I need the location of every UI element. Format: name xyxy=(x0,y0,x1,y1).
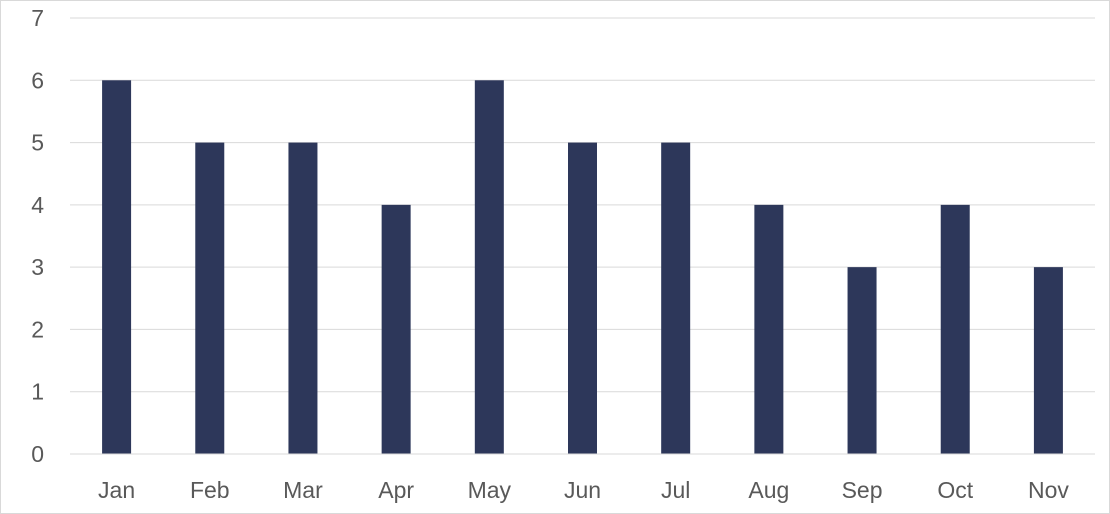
x-tick-label-jan: Jan xyxy=(98,477,135,503)
bar-apr xyxy=(381,204,411,454)
y-tick-label: 5 xyxy=(31,130,44,156)
bar-nov xyxy=(1033,267,1063,454)
bars xyxy=(102,80,1063,455)
x-tick-label-jun: Jun xyxy=(564,477,601,503)
bar-mar xyxy=(288,142,318,455)
x-axis-tick-labels: Jan Feb Mar Apr May Jun Jul Aug Sep Oct Nov xyxy=(98,477,1069,503)
y-tick-label: 0 xyxy=(31,441,44,467)
y-tick-label: 4 xyxy=(31,192,44,218)
bar-jun xyxy=(568,142,597,455)
bar-oct xyxy=(940,204,970,454)
bar-jan xyxy=(102,80,132,455)
bar-may xyxy=(474,80,504,455)
x-tick-label-may: May xyxy=(468,477,512,503)
x-tick-label-oct: Oct xyxy=(937,477,973,503)
bar-feb xyxy=(195,142,225,455)
bar-aug xyxy=(754,204,784,454)
x-tick-label-sep: Sep xyxy=(842,477,883,503)
x-tick-label-aug: Aug xyxy=(748,477,789,503)
y-axis-tick-labels: 0 1 2 3 4 5 6 7 xyxy=(31,5,44,467)
x-tick-label-jul: Jul xyxy=(661,477,690,503)
x-tick-label-mar: Mar xyxy=(283,477,323,503)
y-tick-label: 3 xyxy=(31,254,44,280)
y-tick-label: 6 xyxy=(31,67,44,93)
x-tick-label-apr: Apr xyxy=(378,477,414,503)
y-tick-label: 7 xyxy=(31,5,44,31)
x-tick-label-nov: Nov xyxy=(1028,477,1069,503)
y-tick-label: 2 xyxy=(31,316,44,342)
x-tick-label-feb: Feb xyxy=(190,477,230,503)
y-tick-label: 1 xyxy=(31,379,44,405)
bar-sep xyxy=(847,267,877,454)
bar-jul xyxy=(661,142,691,455)
